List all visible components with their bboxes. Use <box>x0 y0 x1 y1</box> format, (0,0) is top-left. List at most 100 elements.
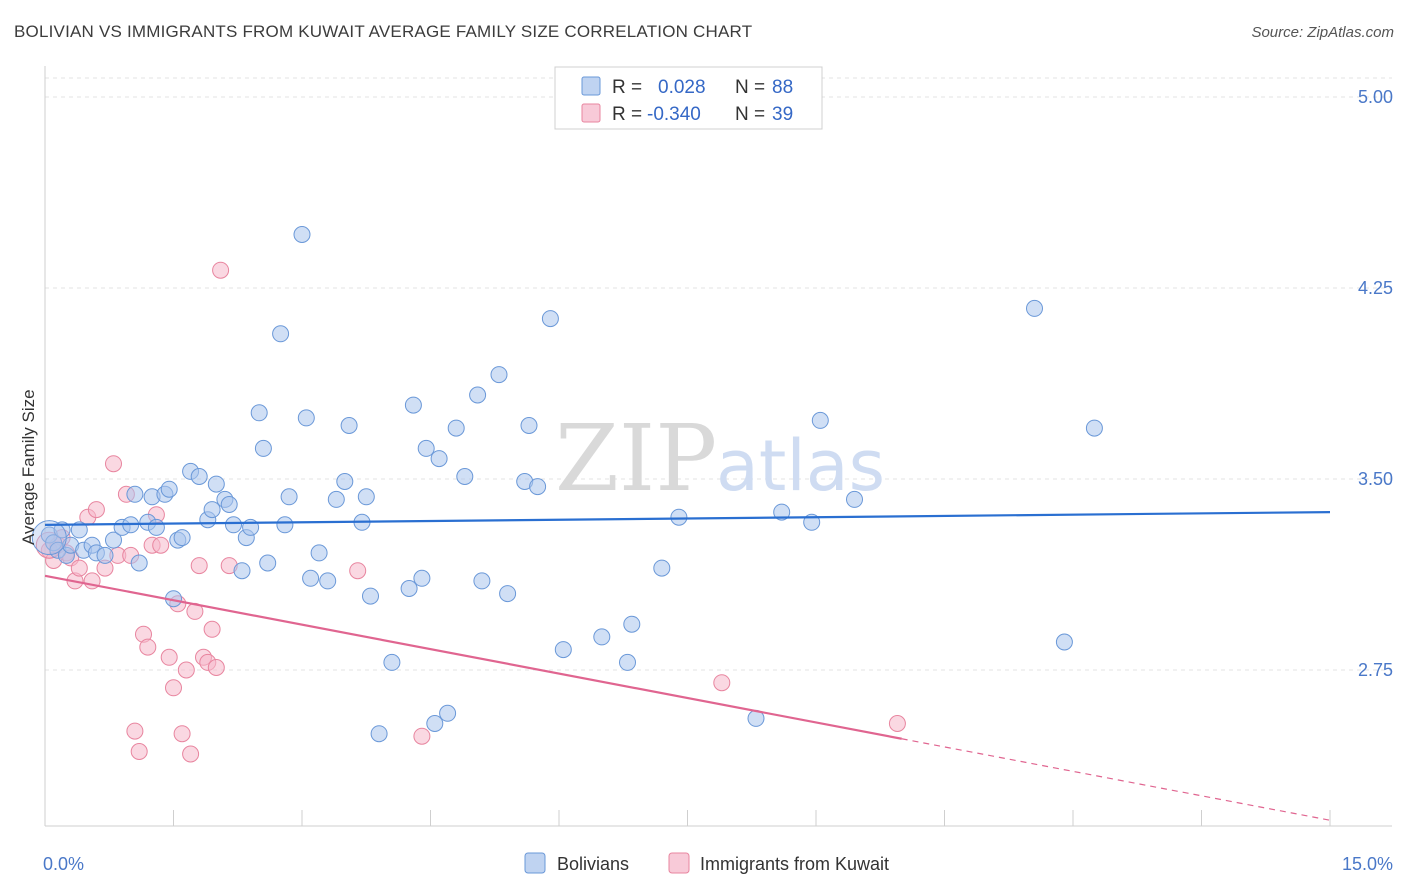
kuwait-point-27 <box>177 661 195 679</box>
bolivian-point-31 <box>225 516 242 534</box>
bolivian-point-73 <box>619 653 636 671</box>
bolivian-point-82 <box>1026 299 1043 317</box>
bolivian-point-59 <box>430 450 448 468</box>
kuwait-point-40 <box>888 715 906 732</box>
bolivian-point-44 <box>310 544 328 562</box>
legend-n-label-bolivians: N = <box>735 77 765 98</box>
kuwait-point-37 <box>349 562 367 580</box>
y-tick-label-1: 4.25 <box>1358 278 1393 298</box>
bolivian-point-35 <box>250 404 268 422</box>
bolivian-point-10 <box>96 546 114 564</box>
bolivian-point-64 <box>473 572 491 590</box>
bolivian-point-36 <box>254 439 272 457</box>
bolivian-point-66 <box>499 585 517 603</box>
bolivian-point-68 <box>520 417 538 434</box>
bolivian-point-56 <box>413 569 431 587</box>
bolivian-point-42 <box>297 409 315 427</box>
kuwait-point-39 <box>713 674 731 692</box>
bolivian-point-38 <box>272 325 290 343</box>
kuwait-point-24 <box>165 679 182 697</box>
kuwait-point-17 <box>130 743 148 760</box>
kuwait-point-34 <box>207 659 225 676</box>
bolivian-point-62 <box>456 468 474 485</box>
kuwait-point-33 <box>203 620 221 638</box>
bottom-legend-swatch-kuwait <box>668 852 690 874</box>
bolivian-point-30 <box>220 496 238 513</box>
grid-lines <box>45 77 1392 671</box>
bolivian-point-60 <box>439 704 457 722</box>
bottom-legend-label-bolivians: Bolivians <box>557 854 629 874</box>
bolivian-point-28 <box>207 475 225 493</box>
bolivian-point-41 <box>293 226 311 243</box>
bolivian-point-27 <box>203 501 221 519</box>
bolivian-cluster-marker <box>31 520 67 556</box>
bolivian-point-14 <box>126 485 144 503</box>
bolivian-point-51 <box>362 587 379 605</box>
bolivian-point-58 <box>426 715 444 732</box>
bolivian-point-76 <box>670 508 688 526</box>
bolivian-point-48 <box>340 417 358 434</box>
x-tick-label-max: 15.0% <box>1342 854 1393 874</box>
legend-r-value-kuwait: -0.340 <box>647 104 701 125</box>
bolivian-point-74 <box>623 615 641 633</box>
legend-swatch-bolivians <box>581 76 601 96</box>
bolivian-point-43 <box>302 569 320 587</box>
legend-swatch-kuwait <box>581 103 601 123</box>
legend-n-label-kuwait: N = <box>735 104 765 125</box>
bolivian-point-78 <box>773 503 791 521</box>
kuwait-point-10 <box>87 501 105 519</box>
bolivian-point-39 <box>276 516 294 534</box>
bolivian-point-53 <box>383 653 401 671</box>
bolivian-point-37 <box>259 554 277 572</box>
chart-title: BOLIVIAN VS IMMIGRANTS FROM KUWAIT AVERA… <box>14 22 753 41</box>
bolivian-point-61 <box>447 419 465 437</box>
bottom-legend: Bolivians Immigrants from Kuwait <box>524 852 889 874</box>
legend: R = 0.028 N = 88 R = -0.340 N = 39 <box>554 66 823 130</box>
bolivian-point-83 <box>1055 633 1073 651</box>
bolivian-point-50 <box>357 488 375 506</box>
kuwait-point-28 <box>182 745 200 763</box>
bolivian-point-25 <box>190 468 208 485</box>
kuwait-point-7 <box>70 559 88 577</box>
kuwait-point-38 <box>413 727 431 745</box>
bottom-legend-label-kuwait: Immigrants from Kuwait <box>700 854 889 874</box>
bottom-legend-swatch-bolivians <box>524 852 546 874</box>
x-tick-label-min: 0.0% <box>43 854 84 874</box>
bolivian-point-65 <box>490 366 508 384</box>
bolivian-point-23 <box>173 529 191 547</box>
trend-lines <box>44 511 1331 821</box>
bolivian-point-52 <box>370 725 388 743</box>
trend-line-kuwait-extension <box>901 738 1331 821</box>
kuwait-point-16 <box>126 722 144 740</box>
bolivian-point-47 <box>336 473 354 490</box>
watermark-zip: ZIP <box>555 405 717 512</box>
watermark: ZIP atlas <box>555 405 885 512</box>
bolivian-point-84 <box>1085 419 1103 437</box>
kuwait-point-35 <box>212 261 230 279</box>
kuwait-point-23 <box>160 648 178 666</box>
source-label: Source: ZipAtlas.com <box>1251 24 1394 41</box>
bolivian-point-45 <box>319 572 337 590</box>
bolivian-point-11 <box>105 531 122 549</box>
bolivian-point-20 <box>160 480 178 498</box>
bolivian-point-54 <box>400 580 418 597</box>
bolivian-point-55 <box>404 396 422 414</box>
y-tick-labels: 5.00 4.25 3.50 2.75 <box>1358 87 1393 680</box>
bolivian-point-32 <box>233 562 251 580</box>
kuwait-point-12 <box>105 455 122 473</box>
bolivian-point-71 <box>554 641 572 659</box>
bolivian-point-69 <box>529 478 547 496</box>
bolivian-point-75 <box>653 559 671 577</box>
y-axis-label: Average Family Size <box>19 389 38 545</box>
series-bolivians-points <box>31 226 1103 743</box>
y-tick-label-2: 3.50 <box>1358 469 1393 489</box>
bolivian-point-15 <box>130 554 148 572</box>
legend-r-label-bolivians: R = <box>612 77 642 98</box>
bolivian-point-57 <box>417 439 435 457</box>
bolivian-point-80 <box>811 411 829 429</box>
kuwait-point-26 <box>173 725 191 743</box>
x-tick-labels: 0.0% 15.0% <box>43 854 1393 874</box>
bolivian-point-18 <box>147 518 165 536</box>
kuwait-point-22 <box>152 536 170 554</box>
